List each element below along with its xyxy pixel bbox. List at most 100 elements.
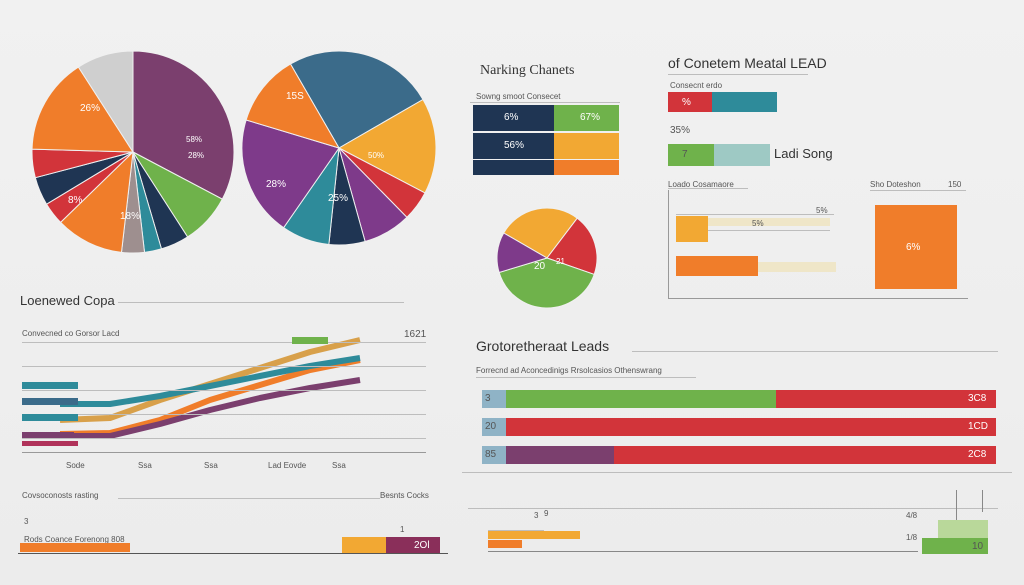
loado-bar-0-ext xyxy=(708,218,830,226)
line-chart-series xyxy=(59,337,361,439)
leads-row-0-label: 3 xyxy=(485,393,491,404)
pie1-slice-0 xyxy=(132,50,235,200)
cov-label-0: 3 xyxy=(24,517,29,526)
right-bar-red xyxy=(668,92,712,112)
pie1-slice-10 xyxy=(77,50,134,154)
line-xlabel-3: Lad Eovde xyxy=(268,461,307,470)
pie3-slice-0 xyxy=(503,207,578,259)
line-xlabel-1: Ssa xyxy=(138,461,152,470)
cov-bar-0 xyxy=(20,543,130,552)
br-value-label: 10 xyxy=(972,541,984,552)
small-pie-slices xyxy=(496,207,598,309)
br-label-2: 4/8 xyxy=(906,511,918,520)
leads-row-1-value: 1CD xyxy=(968,421,989,432)
line-series-0 xyxy=(59,357,361,437)
pie2-label-1: 28% xyxy=(266,179,287,190)
leads-row-1-label: 20 xyxy=(485,421,497,432)
cov-bar-2 xyxy=(386,537,440,553)
leads-row-0-segment-0 xyxy=(506,390,776,408)
line-grid-0 xyxy=(22,342,426,343)
line-title-rule xyxy=(118,302,404,303)
br-bar-0 xyxy=(488,531,580,539)
br-label-0: 3 xyxy=(534,511,539,520)
line-xlabel-2: Ssa xyxy=(204,461,218,470)
br-rule-0 xyxy=(488,530,544,531)
pie1-label-0: 26% xyxy=(80,103,101,114)
line-grid-1 xyxy=(22,366,426,367)
pie3-slice-2 xyxy=(498,257,595,309)
right-title: of Conetem Meatal LEAD xyxy=(668,55,827,71)
line-bar-4 xyxy=(22,441,78,446)
pie1-label-3: 58% xyxy=(186,135,203,144)
pie2-label-0: 15S xyxy=(286,91,304,102)
loado-baseline xyxy=(668,298,968,299)
loado-label-0: 5% xyxy=(752,219,764,228)
br-tick-0 xyxy=(956,490,957,520)
table-cell-1-1 xyxy=(554,133,619,159)
cov-label-2: 1 xyxy=(400,525,405,534)
left-pie-slices xyxy=(31,50,235,254)
right-bar-label: % xyxy=(682,97,691,108)
table-cell-0-1 xyxy=(554,105,619,131)
pie3-label-0: 20 xyxy=(534,261,546,272)
br-top-rule xyxy=(468,508,998,509)
right-legend-label: Ladi Song xyxy=(774,146,833,161)
br-tick-1 xyxy=(982,490,983,512)
line-grid-2 xyxy=(22,390,426,391)
line-title: Loenewed Copa xyxy=(20,293,115,308)
cov-title: Covsoconosts rasting xyxy=(22,491,99,500)
right-bar-green xyxy=(668,144,714,166)
loado-bar-0 xyxy=(676,216,708,242)
leads-row-1-tag xyxy=(482,418,506,436)
pie1-slice-9 xyxy=(31,66,134,153)
sho-bar-label: 6% xyxy=(906,242,921,253)
pie2-label-2: 25% xyxy=(328,193,349,204)
pie2-slice-6 xyxy=(241,119,340,229)
table-cell-2-1 xyxy=(554,160,619,175)
leads-row-2-tag xyxy=(482,446,506,464)
table-cell-0-0 xyxy=(473,105,554,131)
line-bar-3 xyxy=(22,432,74,438)
pie3-label-1: 21 xyxy=(556,257,565,266)
table-value-0-1: 67% xyxy=(580,112,601,123)
leads-title: Grotoretheraat Leads xyxy=(476,338,610,354)
right-bar-teal xyxy=(712,92,777,112)
line-top-marker xyxy=(292,337,328,344)
right-value-label: 35% xyxy=(670,125,691,136)
pie3-slice-3 xyxy=(496,232,549,274)
pie3-slice-1 xyxy=(546,217,598,276)
pie1-label-1: 8% xyxy=(68,195,83,206)
cov-baseline xyxy=(18,553,448,554)
pie1-slice-5 xyxy=(59,150,134,253)
leads-row-0-segment-1 xyxy=(775,390,996,408)
pie1-label-4: 28% xyxy=(188,151,205,160)
br-bar-1 xyxy=(488,540,522,548)
loado-rule-0 xyxy=(676,214,834,215)
sho-corner-label: 150 xyxy=(948,180,962,189)
line-series-3 xyxy=(60,377,361,439)
br-step-1 xyxy=(922,538,988,554)
pie1-label-2: 18% xyxy=(120,211,141,222)
leads-row-2-segment-1 xyxy=(613,446,996,464)
sho-title-rule xyxy=(870,190,966,191)
line-xlabel-4: Ssa xyxy=(332,461,346,470)
line-xlabel-0: Sode xyxy=(66,461,85,470)
right-title-rule xyxy=(668,74,808,75)
right-bar2-label: 7 xyxy=(682,149,688,160)
leads-row-1-segment-0 xyxy=(506,418,996,436)
pie2-label-3: 50% xyxy=(368,151,385,160)
leads-row-0-value: 3C8 xyxy=(968,393,987,404)
cov-title-rule xyxy=(118,498,380,499)
leads-title-rule xyxy=(632,351,998,352)
line-subtitle: Convecned co Gorsor Lacd xyxy=(22,329,120,338)
right-bar-lightteal xyxy=(714,144,770,166)
leads-row-2-segment-0 xyxy=(506,446,614,464)
loado-rule-1 xyxy=(708,230,830,231)
line-bar-1 xyxy=(22,398,78,405)
middle-pie-slices xyxy=(241,50,437,246)
table-value-0-0: 6% xyxy=(504,112,519,123)
table-cell-2-0 xyxy=(473,160,554,175)
table-value-1-0: 56% xyxy=(504,140,525,151)
loado-bar-1-ext xyxy=(758,262,836,272)
leads-row-2-value: 2C8 xyxy=(968,449,987,460)
